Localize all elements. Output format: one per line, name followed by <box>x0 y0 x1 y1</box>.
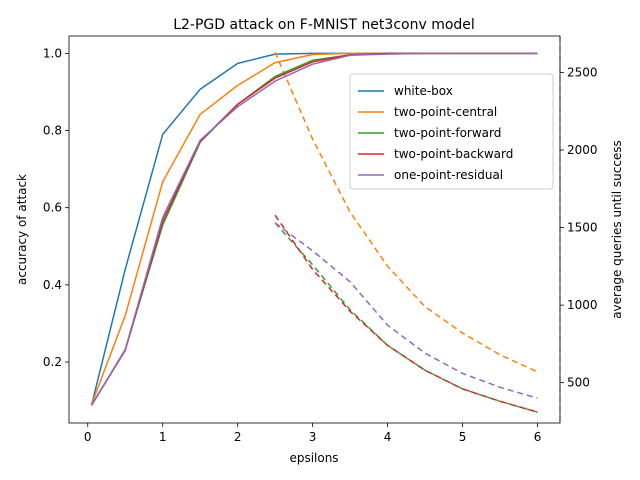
legend-label-two-point-backward: two-point-backward <box>394 147 513 161</box>
y-tick-label: 0.8 <box>43 124 62 138</box>
x-tick-label: 2 <box>234 430 242 444</box>
x-tick-label: 1 <box>159 430 167 444</box>
chart-title: L2-PGD attack on F-MNIST net3conv model <box>173 17 475 33</box>
x-tick-label: 4 <box>384 430 392 444</box>
accuracy-line-one-point-residual <box>90 52 538 406</box>
y-axis-ticks: 0.2 0.4 0.6 0.8 1.0 <box>43 46 69 369</box>
y-tick-label: 1.0 <box>43 46 62 60</box>
x-tick-label: 6 <box>534 430 542 444</box>
queries-line-two-point-backward <box>274 214 538 413</box>
legend: white-box two-point-central two-point-forw… <box>349 73 554 190</box>
x-tick-label: 0 <box>84 430 92 444</box>
legend-label-two-point-central: two-point-central <box>394 105 497 119</box>
y2-tick-label: 1000 <box>567 298 598 312</box>
y2-tick-label: 1500 <box>567 221 598 235</box>
y-axis-label: accuracy of attack <box>15 174 29 285</box>
queries-line-one-point-residual <box>274 222 538 399</box>
legend-label-white-box: white-box <box>394 84 453 98</box>
y-tick-label: 0.2 <box>43 355 62 369</box>
legend-label-one-point-residual: one-point-residual <box>394 168 503 182</box>
x-tick-label: 5 <box>459 430 467 444</box>
queries-line-two-point-forward <box>274 222 538 413</box>
queries-line-two-point-central <box>274 52 538 373</box>
y2-tick-label: 2000 <box>567 143 598 157</box>
y-tick-label: 0.4 <box>43 278 62 292</box>
y2-tick-label: 500 <box>567 376 590 390</box>
plot-lines <box>90 52 538 413</box>
y2-axis-ticks: 500 1000 1500 2000 2500 <box>560 65 598 390</box>
x-axis-label: epsilons <box>289 451 338 465</box>
legend-box <box>349 73 554 190</box>
x-axis-ticks: 0 1 2 3 4 5 6 <box>84 423 541 444</box>
y-tick-label: 0.6 <box>43 201 62 215</box>
x-tick-label: 3 <box>309 430 317 444</box>
y2-axis-label: average queries until success <box>610 140 624 319</box>
y2-tick-label: 2500 <box>567 65 598 79</box>
legend-label-two-point-forward: two-point-forward <box>394 126 501 140</box>
